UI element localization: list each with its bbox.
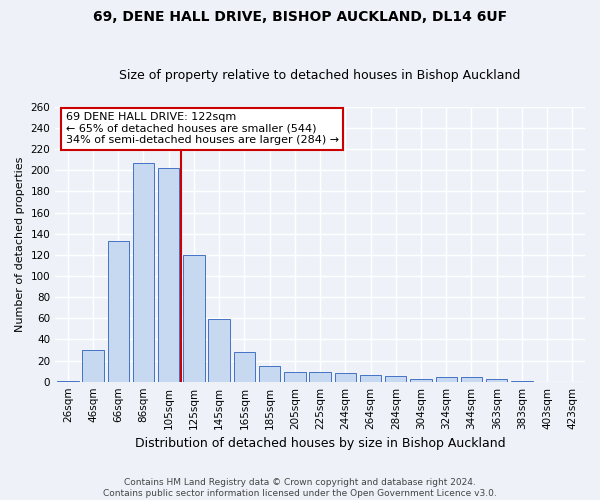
Bar [107, 241, 129, 382]
Text: 69, DENE HALL DRIVE, BISHOP AUCKLAND, DL14 6UF: 69, DENE HALL DRIVE, BISHOP AUCKLAND, DL… [93, 10, 507, 24]
X-axis label: Distribution of detached houses by size in Bishop Auckland: Distribution of detached houses by size … [135, 437, 505, 450]
Bar [410, 378, 432, 382]
Bar [360, 376, 381, 382]
Bar [310, 372, 331, 382]
Text: Contains HM Land Registry data © Crown copyright and database right 2024.
Contai: Contains HM Land Registry data © Crown c… [103, 478, 497, 498]
Bar [511, 380, 533, 382]
Bar [233, 352, 255, 382]
Bar [158, 168, 179, 382]
Bar [436, 378, 457, 382]
Bar [385, 376, 406, 382]
Bar [335, 373, 356, 382]
Bar [284, 372, 305, 382]
Text: 69 DENE HALL DRIVE: 122sqm
← 65% of detached houses are smaller (544)
34% of sem: 69 DENE HALL DRIVE: 122sqm ← 65% of deta… [66, 112, 339, 146]
Bar [183, 255, 205, 382]
Bar [208, 320, 230, 382]
Bar [461, 378, 482, 382]
Bar [486, 378, 508, 382]
Title: Size of property relative to detached houses in Bishop Auckland: Size of property relative to detached ho… [119, 69, 521, 82]
Bar [259, 366, 280, 382]
Bar [133, 163, 154, 382]
Bar [82, 350, 104, 382]
Y-axis label: Number of detached properties: Number of detached properties [15, 156, 25, 332]
Bar [57, 380, 79, 382]
